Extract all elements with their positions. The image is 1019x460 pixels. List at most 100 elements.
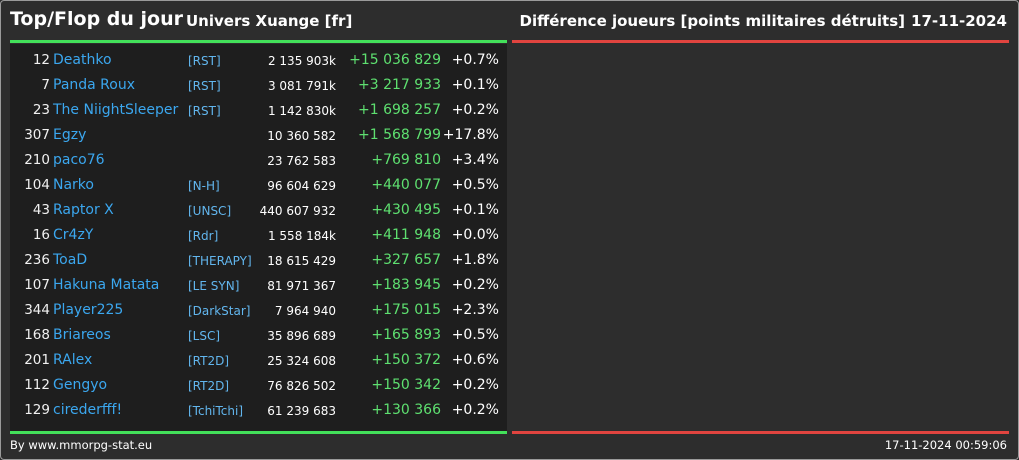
player-rank: 16 (32, 227, 50, 243)
bottom-divider-red (512, 431, 1009, 434)
player-name-link[interactable]: ToaD (53, 252, 88, 268)
player-name-link[interactable]: Deathko (53, 52, 112, 68)
player-name-link[interactable]: Panda Roux (53, 77, 136, 93)
player-points: 35 896 689 (267, 329, 336, 343)
player-rank: 236 (24, 252, 50, 268)
player-rank: 344 (24, 302, 50, 318)
alliance-tag-link[interactable]: [RT2D] (188, 354, 230, 368)
site-credit-link[interactable]: By www.mmorpg-stat.eu (10, 438, 153, 452)
player-rank: 307 (24, 127, 50, 143)
percent-change: +0.5% (451, 177, 499, 193)
alliance-tag-link[interactable]: [TchiTchi] (188, 404, 244, 418)
points-difference: +411 948 (371, 227, 441, 243)
points-difference: +15 036 829 (349, 52, 441, 68)
points-difference: +430 495 (371, 202, 441, 218)
percent-change: +2.3% (451, 302, 499, 318)
points-difference: +3 217 933 (358, 77, 441, 93)
percent-change: +0.1% (451, 202, 499, 218)
alliance-tag-link[interactable]: [THERAPY] (188, 254, 252, 268)
points-difference: +165 893 (371, 327, 441, 343)
bottom-divider-green (10, 431, 507, 434)
alliance-tag-link[interactable]: [Rdr] (188, 229, 219, 243)
points-difference: +130 366 (371, 402, 441, 418)
player-points: 61 239 683 (267, 404, 336, 418)
player-rank: 23 (32, 102, 50, 118)
percent-change: +1.8% (451, 252, 499, 268)
player-rank: 112 (24, 377, 50, 393)
points-difference: +175 015 (371, 302, 441, 318)
alliance-tag-link[interactable]: [UNSC] (188, 204, 232, 218)
table-row: 344 Player225 [DarkStar] 7 964 940 +175 … (10, 297, 507, 322)
percent-change: +17.8% (442, 127, 499, 143)
player-name-link[interactable]: paco76 (53, 152, 105, 168)
player-name-link[interactable]: RAlex (53, 352, 93, 368)
player-rank: 210 (24, 152, 50, 168)
player-points: 81 971 367 (267, 279, 336, 293)
top-divider-red (512, 40, 1009, 43)
player-points: 96 604 629 (267, 179, 336, 193)
player-points: 3 081 791k (267, 79, 336, 93)
player-points: 7 964 940 (274, 304, 336, 318)
percent-change: +0.2% (451, 277, 499, 293)
page-title: Top/Flop du jour (10, 8, 183, 30)
percent-change: +3.4% (451, 152, 499, 168)
points-difference: +327 657 (371, 252, 441, 268)
player-points: 2 135 903k (267, 54, 336, 68)
player-points: 76 826 502 (267, 379, 336, 393)
player-name-link[interactable]: Player225 (53, 302, 124, 318)
alliance-tag-link[interactable]: [LSC] (188, 329, 221, 343)
points-difference: +1 568 799 (358, 127, 441, 143)
ranking-subtitle: Différence joueurs [points militaires dé… (519, 12, 905, 30)
percent-change: +0.6% (451, 352, 499, 368)
alliance-tag-link[interactable]: [RST] (188, 104, 221, 118)
top-divider-green (10, 40, 507, 43)
player-name-link[interactable]: Gengyo (53, 377, 108, 393)
table-row: 23 The NiightSleeper [RST] 1 142 830k +1… (10, 97, 507, 122)
percent-change: +0.2% (451, 377, 499, 393)
table-row: 129 cirederfff! [TchiTchi] 61 239 683 +1… (10, 397, 507, 422)
table-row: 210 paco76 23 762 583 +769 810 +3.4% (10, 147, 507, 172)
alliance-tag-link[interactable]: [RST] (188, 54, 221, 68)
player-rank: 12 (32, 52, 50, 68)
player-name-link[interactable]: Narko (53, 177, 94, 193)
player-points: 25 324 608 (267, 354, 336, 368)
percent-change: +0.0% (451, 227, 499, 243)
player-name-link[interactable]: The NiightSleeper (53, 102, 179, 118)
player-name-link[interactable]: Hakuna Matata (53, 277, 160, 293)
table-row: 16 Cr4zY [Rdr] 1 558 184k +411 948 +0.0% (10, 222, 507, 247)
header-date: 17-11-2024 (911, 12, 1007, 30)
player-name-link[interactable]: Briareos (53, 327, 111, 343)
player-points: 18 615 429 (267, 254, 336, 268)
alliance-tag-link[interactable]: [N-H] (188, 179, 220, 193)
table-row: 112 Gengyo [RT2D] 76 826 502 +150 342 +0… (10, 372, 507, 397)
table-row: 236 ToaD [THERAPY] 18 615 429 +327 657 +… (10, 247, 507, 272)
alliance-tag-link[interactable]: [DarkStar] (188, 304, 251, 318)
table-row: 7 Panda Roux [RST] 3 081 791k +3 217 933… (10, 72, 507, 97)
alliance-tag-link[interactable]: [LE SYN] (188, 279, 240, 293)
points-difference: +150 372 (371, 352, 441, 368)
player-rank: 107 (24, 277, 50, 293)
table-row: 43 Raptor X [UNSC] 440 607 932 +430 495 … (10, 197, 507, 222)
universe-label: Univers Xuange [fr] (186, 12, 353, 30)
points-difference: +150 342 (371, 377, 441, 393)
table-row: 12 Deathko [RST] 2 135 903k +15 036 829 … (10, 47, 507, 72)
table-row: 104 Narko [N-H] 96 604 629 +440 077 +0.5… (10, 172, 507, 197)
generated-timestamp: 17-11-2024 00:59:06 (884, 438, 1007, 452)
player-name-link[interactable]: Cr4zY (53, 227, 94, 243)
top-players-panel (10, 44, 507, 431)
alliance-tag-link[interactable]: [RST] (188, 79, 221, 93)
player-name-link[interactable]: Raptor X (53, 202, 114, 218)
player-list: 12 Deathko [RST] 2 135 903k +15 036 829 … (10, 47, 507, 422)
player-name-link[interactable]: Egzy (53, 127, 87, 143)
percent-change: +0.2% (451, 402, 499, 418)
player-name-link[interactable]: cirederfff! (53, 402, 123, 418)
alliance-tag-link[interactable]: [RT2D] (188, 379, 230, 393)
player-rank: 129 (24, 402, 50, 418)
player-rank: 104 (24, 177, 50, 193)
table-row: 307 Egzy 10 360 582 +1 568 799 +17.8% (10, 122, 507, 147)
percent-change: +0.1% (451, 77, 499, 93)
player-points: 1 142 830k (267, 104, 336, 118)
points-difference: +1 698 257 (358, 102, 441, 118)
points-difference: +440 077 (371, 177, 441, 193)
player-points: 10 360 582 (267, 129, 336, 143)
